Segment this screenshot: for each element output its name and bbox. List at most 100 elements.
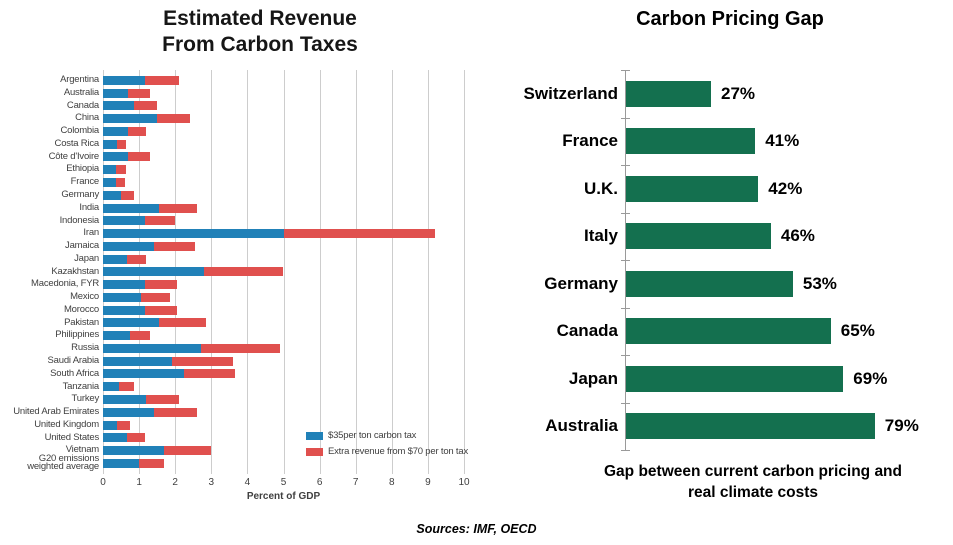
country-label: U.K. xyxy=(584,178,618,198)
country-label: Vietnam xyxy=(65,444,99,456)
bar-segment-base-tax xyxy=(103,178,116,187)
country-label: Costa Rica xyxy=(54,137,100,149)
country-label: Australia xyxy=(63,86,99,98)
country-label: South Africa xyxy=(50,367,99,379)
bar-track xyxy=(103,254,147,264)
bar-segment-base-tax xyxy=(103,267,205,277)
value-label: 46% xyxy=(780,226,815,246)
bar-track xyxy=(103,241,195,251)
bar-track xyxy=(103,126,147,136)
gap-bar xyxy=(626,365,844,392)
left-chart-row: Japan xyxy=(0,253,480,266)
left-chart-row: Australia xyxy=(0,87,480,100)
bar-segment-extra-tax xyxy=(144,305,177,315)
bar-segment-base-tax xyxy=(103,114,158,124)
bar-segment-base-tax xyxy=(103,203,159,213)
bar-segment-extra-tax xyxy=(204,267,284,277)
gap-bar xyxy=(626,80,711,107)
country-label: United Kingdom xyxy=(34,418,99,430)
left-chart-row: Ethiopia xyxy=(0,163,480,176)
bar-segment-base-tax xyxy=(103,433,127,443)
bar-segment-extra-tax xyxy=(171,356,233,366)
bar-track xyxy=(103,190,134,200)
bar-track xyxy=(103,458,165,468)
gap-bar xyxy=(626,175,759,202)
bar-track xyxy=(103,382,134,392)
country-label: Mexico xyxy=(70,291,99,303)
country-label: France xyxy=(562,131,618,151)
left-chart-row: Saudi Arabia xyxy=(0,355,480,368)
bar-track xyxy=(103,446,212,456)
axis-tick xyxy=(621,70,630,71)
country-label: Côte d'Ivoire xyxy=(48,150,100,162)
bar-segment-base-tax xyxy=(103,369,185,379)
left-chart-x-axis-label: Percent of GDP xyxy=(246,491,321,502)
bar-segment-extra-tax xyxy=(144,216,176,226)
bar-segment-extra-tax xyxy=(159,203,197,213)
right-chart-row: France 41% xyxy=(480,118,953,166)
right-chart: Switzerland 27% France 41% U.K. 42% Italy 46% Ge… xyxy=(480,70,953,451)
country-label: United Arab Emirates xyxy=(13,406,99,418)
bar-segment-extra-tax xyxy=(128,126,147,136)
country-label: Tanzania xyxy=(62,380,100,392)
left-chart-row: Morocco xyxy=(0,304,480,317)
bar-segment-base-tax xyxy=(103,343,201,353)
left-chart-row: Jamaica xyxy=(0,240,480,253)
bar-segment-base-tax xyxy=(103,88,129,98)
right-chart-row: Germany 53% xyxy=(480,260,953,308)
bar-segment-extra-tax xyxy=(119,382,134,392)
value-label: 27% xyxy=(721,83,756,103)
left-chart-row: South Africa xyxy=(0,368,480,381)
x-tick-label: 9 xyxy=(425,477,431,488)
country-label: Ethiopia xyxy=(66,163,99,175)
bar-track xyxy=(103,407,197,417)
bar-segment-extra-tax xyxy=(164,446,212,456)
country-label: Jamaica xyxy=(65,240,99,252)
bar-segment-base-tax xyxy=(103,139,118,149)
bar-track xyxy=(103,280,177,290)
gridline xyxy=(283,70,285,474)
bar-segment-extra-tax xyxy=(140,292,170,302)
bar-segment-base-tax xyxy=(103,190,122,200)
country-label: Kazakhstan xyxy=(51,265,99,277)
legend-swatch xyxy=(306,431,323,440)
bar-segment-base-tax xyxy=(103,216,145,226)
x-tick-label: 2 xyxy=(172,477,178,488)
bar-segment-base-tax xyxy=(103,241,154,251)
left-chart-row: Kazakhstan xyxy=(0,265,480,278)
right-chart-caption: Gap between current carbon pricing and r… xyxy=(604,463,902,501)
bar-track xyxy=(103,139,127,149)
x-tick-label: 10 xyxy=(458,477,470,488)
right-chart-row: Switzerland 27% xyxy=(480,70,953,118)
gap-bar xyxy=(626,318,831,345)
sources-note: Sources: IMF, OECD xyxy=(416,522,537,536)
left-chart-title: Estimated Revenue From Carbon Taxes xyxy=(60,6,460,59)
bar-track xyxy=(103,216,176,226)
bar-segment-base-tax xyxy=(103,407,154,417)
left-chart-row: Vietnam xyxy=(0,444,480,457)
left-chart-row: France xyxy=(0,176,480,189)
country-label: Macedonia, FYR xyxy=(31,278,99,290)
gap-bar xyxy=(626,413,875,440)
bar-segment-base-tax xyxy=(103,165,116,175)
bar-track xyxy=(103,75,179,85)
bar-segment-extra-tax xyxy=(115,165,127,175)
country-label: United States xyxy=(44,431,100,443)
bar-segment-extra-tax xyxy=(128,152,150,162)
country-label: Germany xyxy=(61,189,99,201)
value-label: 42% xyxy=(768,178,803,198)
bar-segment-extra-tax xyxy=(144,280,177,290)
left-chart-row: Turkey xyxy=(0,393,480,406)
bar-track xyxy=(103,433,145,443)
left-chart-row: Russia xyxy=(0,342,480,355)
bar-segment-extra-tax xyxy=(117,420,130,430)
left-chart-row: United States xyxy=(0,431,480,444)
value-label: 79% xyxy=(884,416,919,436)
bar-segment-base-tax xyxy=(103,75,145,85)
country-label: China xyxy=(75,112,99,124)
bar-segment-extra-tax xyxy=(184,369,235,379)
bar-segment-base-tax xyxy=(103,254,127,264)
bar-segment-extra-tax xyxy=(128,88,150,98)
country-label: Indonesia xyxy=(59,214,100,226)
gridline xyxy=(355,70,357,474)
